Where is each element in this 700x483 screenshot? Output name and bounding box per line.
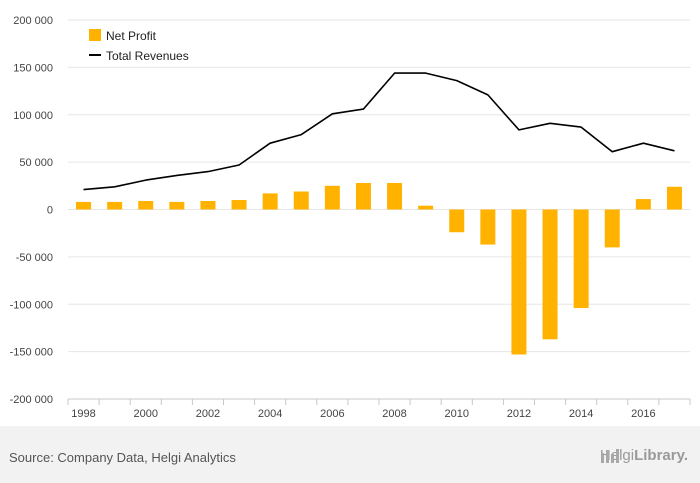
net-profit-bar: [635, 199, 651, 210]
net-profit-bars: [76, 182, 682, 355]
x-tick-label: 2002: [196, 408, 220, 420]
brand-logo: HelgiLibrary.: [600, 447, 688, 464]
x-tick-label: 2006: [320, 408, 344, 420]
net-profit-bar: [418, 205, 434, 210]
net-profit-bar: [324, 185, 340, 210]
total-revenues-line: [83, 72, 675, 191]
net-profit-bar: [573, 209, 589, 309]
net-profit-bar: [200, 200, 216, 210]
y-tick-label: 200 000: [13, 15, 53, 27]
y-tick-label: 150 000: [13, 62, 53, 74]
x-tick-label: 2000: [134, 408, 158, 420]
x-tick-label: 1998: [71, 408, 95, 420]
y-tick-label: 0: [47, 205, 53, 217]
net-profit-bar: [511, 209, 527, 355]
net-profit-bar: [169, 201, 185, 210]
x-tick-label: 2008: [382, 408, 406, 420]
chart-svg: 200 000 150 000 100 000 50 000 0 -50 000 -100 …: [10, 15, 691, 420]
net-profit-bar: [480, 209, 496, 245]
source-note: Source: Company Data, Helgi Analytics: [9, 450, 236, 465]
y-tick-label: 50 000: [19, 157, 53, 169]
x-tick-label: 2016: [631, 408, 655, 420]
helgi-library-icon: [600, 449, 619, 463]
brand-suffix: Library.: [634, 447, 688, 464]
total-revenues-line-group: [83, 72, 675, 191]
net-profit-bar: [542, 209, 558, 340]
y-tick-label: -100 000: [10, 299, 53, 311]
y-tick-label: -150 000: [10, 347, 53, 359]
net-profit-bar: [231, 200, 247, 210]
net-profit-bar: [604, 209, 620, 248]
net-profit-bar: [449, 209, 465, 233]
legend: Net Profit Total Revenues: [89, 29, 189, 63]
net-profit-bar: [262, 193, 278, 210]
net-profit-bar: [107, 201, 123, 210]
x-tick-label: 2012: [507, 408, 531, 420]
x-tick-label: 2014: [569, 408, 593, 420]
net-profit-bar: [138, 200, 154, 210]
x-axis: 1998 2000 2002 2004 2006 2008 2010 2012 2014 2016: [67, 398, 691, 420]
x-tick-label: 2004: [258, 408, 282, 420]
net-profit-bar: [387, 182, 403, 210]
legend-net-profit-label: Net Profit: [106, 29, 157, 43]
net-profit-bar: [355, 182, 371, 210]
net-profit-bar: [76, 201, 92, 210]
y-tick-label: -200 000: [10, 394, 53, 406]
net-profit-bar: [666, 186, 682, 210]
grid-lines: [68, 19, 690, 400]
x-tick-label: 2010: [445, 408, 469, 420]
legend-total-revenues-label: Total Revenues: [106, 49, 189, 63]
net-profit-bar: [293, 191, 309, 210]
legend-net-profit-swatch: [89, 29, 101, 41]
y-axis: 200 000 150 000 100 000 50 000 0 -50 000 -100 …: [10, 15, 53, 406]
footer: Source: Company Data, Helgi Analytics He…: [0, 426, 700, 483]
y-tick-label: -50 000: [16, 252, 53, 264]
y-tick-label: 100 000: [13, 110, 53, 122]
